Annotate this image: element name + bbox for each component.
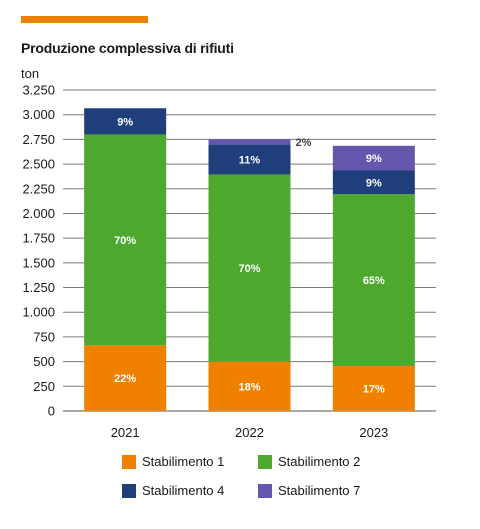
bar-segment	[332, 170, 415, 195]
bar-segment	[84, 108, 167, 135]
y-tick-label: 0	[48, 404, 55, 419]
data-label: 2%	[296, 137, 312, 149]
y-tick-label: 2.750	[22, 132, 55, 147]
data-label: 17%	[363, 384, 385, 396]
legend-swatch	[122, 483, 136, 498]
legend-item-stabilimento-1: Stabilimento 1	[122, 454, 224, 469]
y-tick-label: 2.250	[22, 181, 55, 196]
bar-segment	[208, 174, 291, 362]
data-label: 70%	[114, 235, 136, 247]
legend-label: Stabilimento 1	[142, 454, 225, 469]
legend-swatch	[258, 454, 272, 469]
y-tick-label: 500	[33, 354, 55, 369]
bar-segment	[332, 145, 415, 171]
legend-item-stabilimento-7: Stabilimento 7	[258, 483, 360, 498]
y-tick-label: 1.750	[22, 231, 55, 246]
data-label: 22%	[114, 373, 136, 385]
data-label: 9%	[366, 177, 382, 189]
data-label: 65%	[363, 275, 385, 287]
bar-segment	[84, 134, 167, 346]
bar-segment	[332, 194, 415, 367]
data-label: 70%	[238, 263, 260, 275]
data-label: 18%	[238, 381, 260, 393]
data-label: 9%	[117, 116, 133, 128]
y-tick-label: 1.250	[22, 280, 55, 295]
legend-label: Stabilimento 7	[278, 483, 361, 498]
chart-title: Produzione complessiva di rifiuti	[21, 40, 234, 56]
y-tick-label: 2.000	[22, 206, 55, 221]
y-tick-label: 1.000	[22, 305, 55, 320]
data-label: 9%	[366, 153, 382, 165]
bar-segment	[208, 139, 291, 145]
bar-segment	[208, 144, 291, 175]
legend-item-stabilimento-4: Stabilimento 4	[122, 483, 224, 498]
data-label: 11%	[239, 154, 261, 166]
legend-swatch	[258, 483, 272, 498]
bar-segment	[332, 366, 415, 411]
legend-item-stabilimento-2: Stabilimento 2	[258, 454, 360, 469]
y-tick-label: 2.500	[22, 157, 55, 172]
bar-segment	[84, 345, 167, 411]
x-tick-label: 2022	[235, 425, 264, 440]
x-tick-label: 2023	[359, 425, 388, 440]
y-tick-label: 3.250	[22, 83, 55, 98]
y-axis-label: ton	[21, 66, 39, 81]
y-tick-label: 750	[33, 329, 55, 344]
accent-bar	[21, 16, 148, 23]
legend-label: Stabilimento 4	[142, 483, 225, 498]
y-tick-label: 1.500	[22, 255, 55, 270]
y-tick-label: 3.000	[22, 107, 55, 122]
x-tick-label: 2021	[111, 425, 140, 440]
legend-swatch	[122, 454, 136, 469]
bar-segment	[208, 361, 291, 411]
legend-label: Stabilimento 2	[278, 454, 361, 469]
y-tick-label: 250	[33, 379, 55, 394]
